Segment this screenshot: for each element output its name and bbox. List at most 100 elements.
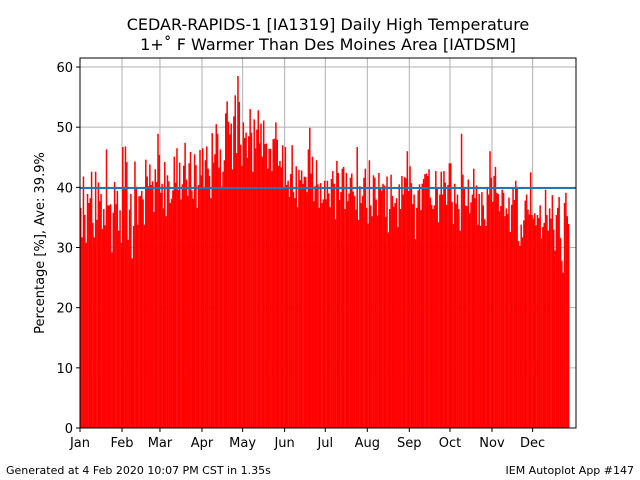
bar — [154, 169, 157, 428]
bar — [81, 237, 83, 428]
bar — [93, 237, 96, 428]
bar — [145, 159, 147, 428]
bar — [513, 199, 516, 428]
bar — [494, 166, 497, 429]
chart-subtitle: 1+˚ F Warmer Than Des Moines Area [IATDS… — [140, 35, 516, 54]
bar — [245, 132, 247, 428]
bar — [414, 239, 417, 428]
y-tick-label: 50 — [56, 121, 73, 136]
bar — [527, 209, 529, 428]
bar — [460, 133, 463, 428]
bar — [260, 123, 262, 428]
bar — [166, 175, 169, 428]
bar — [317, 184, 319, 428]
bar — [344, 209, 346, 428]
bar — [219, 149, 222, 429]
bar — [340, 192, 342, 428]
bar — [231, 169, 234, 428]
bar — [309, 127, 311, 428]
bar — [342, 166, 345, 429]
bar — [235, 153, 238, 428]
bar — [103, 209, 105, 428]
bar — [124, 146, 127, 428]
bar — [428, 169, 430, 428]
bar — [104, 225, 106, 428]
bar — [413, 194, 415, 428]
bar — [490, 177, 493, 428]
bar — [397, 227, 399, 428]
bar — [294, 198, 296, 428]
bar — [382, 183, 384, 428]
bar — [257, 110, 260, 428]
bar — [230, 123, 232, 428]
bar — [447, 184, 449, 428]
bar — [285, 184, 288, 428]
bar — [132, 225, 135, 428]
bar — [418, 184, 421, 428]
bar — [421, 183, 424, 428]
bar — [368, 160, 371, 428]
bar — [337, 172, 339, 428]
bar — [524, 200, 527, 428]
bar — [551, 195, 554, 428]
bar — [430, 204, 433, 428]
axis-ticks: 0 10 20 30 40 50 60 Jan Feb Mar Apr May Jun Jul Aug Sep… — [56, 61, 545, 451]
bar — [159, 192, 162, 428]
bar — [215, 124, 218, 428]
bar — [363, 177, 365, 428]
bar — [105, 149, 108, 429]
bar — [280, 167, 283, 428]
bar — [436, 187, 438, 428]
bar — [136, 224, 139, 428]
bar — [401, 175, 403, 428]
bar — [298, 169, 300, 428]
bar — [552, 229, 555, 428]
bar — [108, 205, 110, 428]
bar — [540, 238, 543, 428]
bar — [462, 174, 464, 428]
bar — [521, 237, 524, 428]
bar — [417, 190, 419, 428]
bar — [468, 213, 471, 428]
bar — [333, 183, 335, 428]
bar — [311, 156, 314, 428]
bar — [341, 168, 344, 428]
bar — [519, 245, 521, 428]
bar — [501, 189, 503, 428]
bar — [364, 168, 367, 428]
bar — [365, 207, 368, 428]
bar — [437, 222, 440, 428]
app-id-label: IEM Autoplot App #147 — [505, 464, 635, 477]
bar — [533, 213, 536, 428]
bar — [323, 180, 326, 428]
bar — [250, 132, 253, 428]
bar — [164, 162, 166, 428]
x-tick-label: Feb — [110, 436, 133, 451]
bar — [470, 202, 472, 428]
bar — [548, 208, 551, 428]
bar — [135, 186, 138, 428]
bar — [211, 133, 213, 428]
bar — [239, 144, 242, 428]
bar — [555, 215, 558, 428]
bar — [390, 174, 392, 428]
bar — [258, 143, 261, 428]
bar — [172, 190, 174, 428]
bar — [178, 162, 181, 428]
bar — [372, 175, 375, 428]
bar — [242, 122, 245, 428]
bar — [273, 138, 276, 428]
bar — [546, 215, 548, 428]
bar — [529, 172, 532, 428]
bar — [403, 177, 406, 428]
x-tick-label: Dec — [520, 436, 545, 451]
bar — [329, 207, 331, 428]
bar — [314, 186, 316, 428]
bar — [449, 163, 452, 428]
generated-timestamp: Generated at 4 Feb 2020 10:07 PM CST in … — [6, 464, 271, 477]
bar — [234, 95, 236, 428]
bar — [196, 207, 199, 428]
bar — [477, 224, 479, 428]
bar — [268, 148, 270, 429]
